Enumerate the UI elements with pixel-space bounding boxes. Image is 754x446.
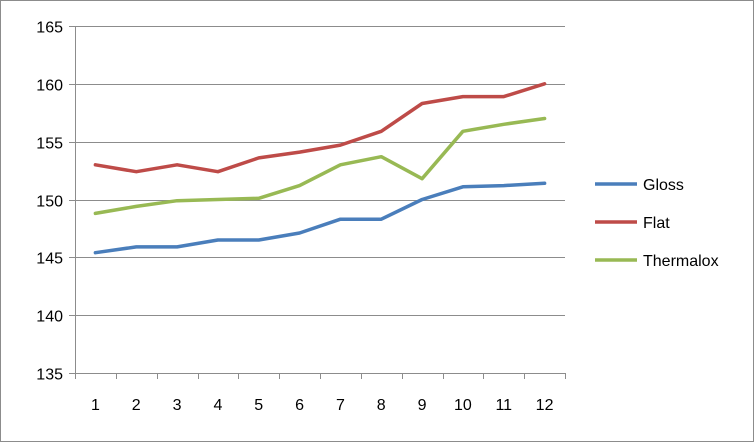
gridlines (75, 26, 565, 316)
x-tick-label: 11 (495, 397, 512, 414)
x-tick-label: 12 (536, 397, 554, 414)
x-tick-label: 10 (454, 397, 472, 414)
series-line-thermalox (93, 116, 547, 216)
x-tick-label: 4 (213, 397, 222, 414)
x-tick-label: 6 (295, 397, 304, 414)
series-line-gloss (93, 181, 547, 255)
x-tick-label: 8 (377, 397, 386, 414)
x-tick-label: 3 (173, 397, 182, 414)
y-tick-label: 135 (36, 367, 63, 384)
x-tick-label: 2 (132, 397, 141, 414)
y-tick-label: 155 (36, 136, 63, 153)
x-tick-label: 5 (254, 397, 263, 414)
x-tick-label: 7 (336, 397, 345, 414)
y-tick-label: 150 (36, 194, 63, 211)
y-tick-label: 160 (36, 78, 63, 95)
y-tick-label: 145 (36, 251, 63, 268)
y-tick-label: 165 (36, 20, 63, 37)
legend-label-flat: Flat (643, 215, 670, 232)
legend-label-gloss: Gloss (643, 177, 684, 194)
series-lines (93, 82, 547, 255)
y-tick-labels: 135 140 145 150 155 160 165 (36, 20, 63, 384)
x-tick-label: 1 (91, 397, 100, 414)
legend: Gloss Flat Thermalox (595, 177, 719, 270)
x-tick-label: 9 (418, 397, 427, 414)
y-tick-label: 140 (36, 309, 63, 326)
axes (69, 26, 566, 379)
x-tick-labels: 1 2 3 4 5 6 7 8 9 10 11 12 (91, 397, 554, 414)
series-line-flat (93, 82, 547, 174)
legend-label-thermalox: Thermalox (643, 253, 719, 270)
